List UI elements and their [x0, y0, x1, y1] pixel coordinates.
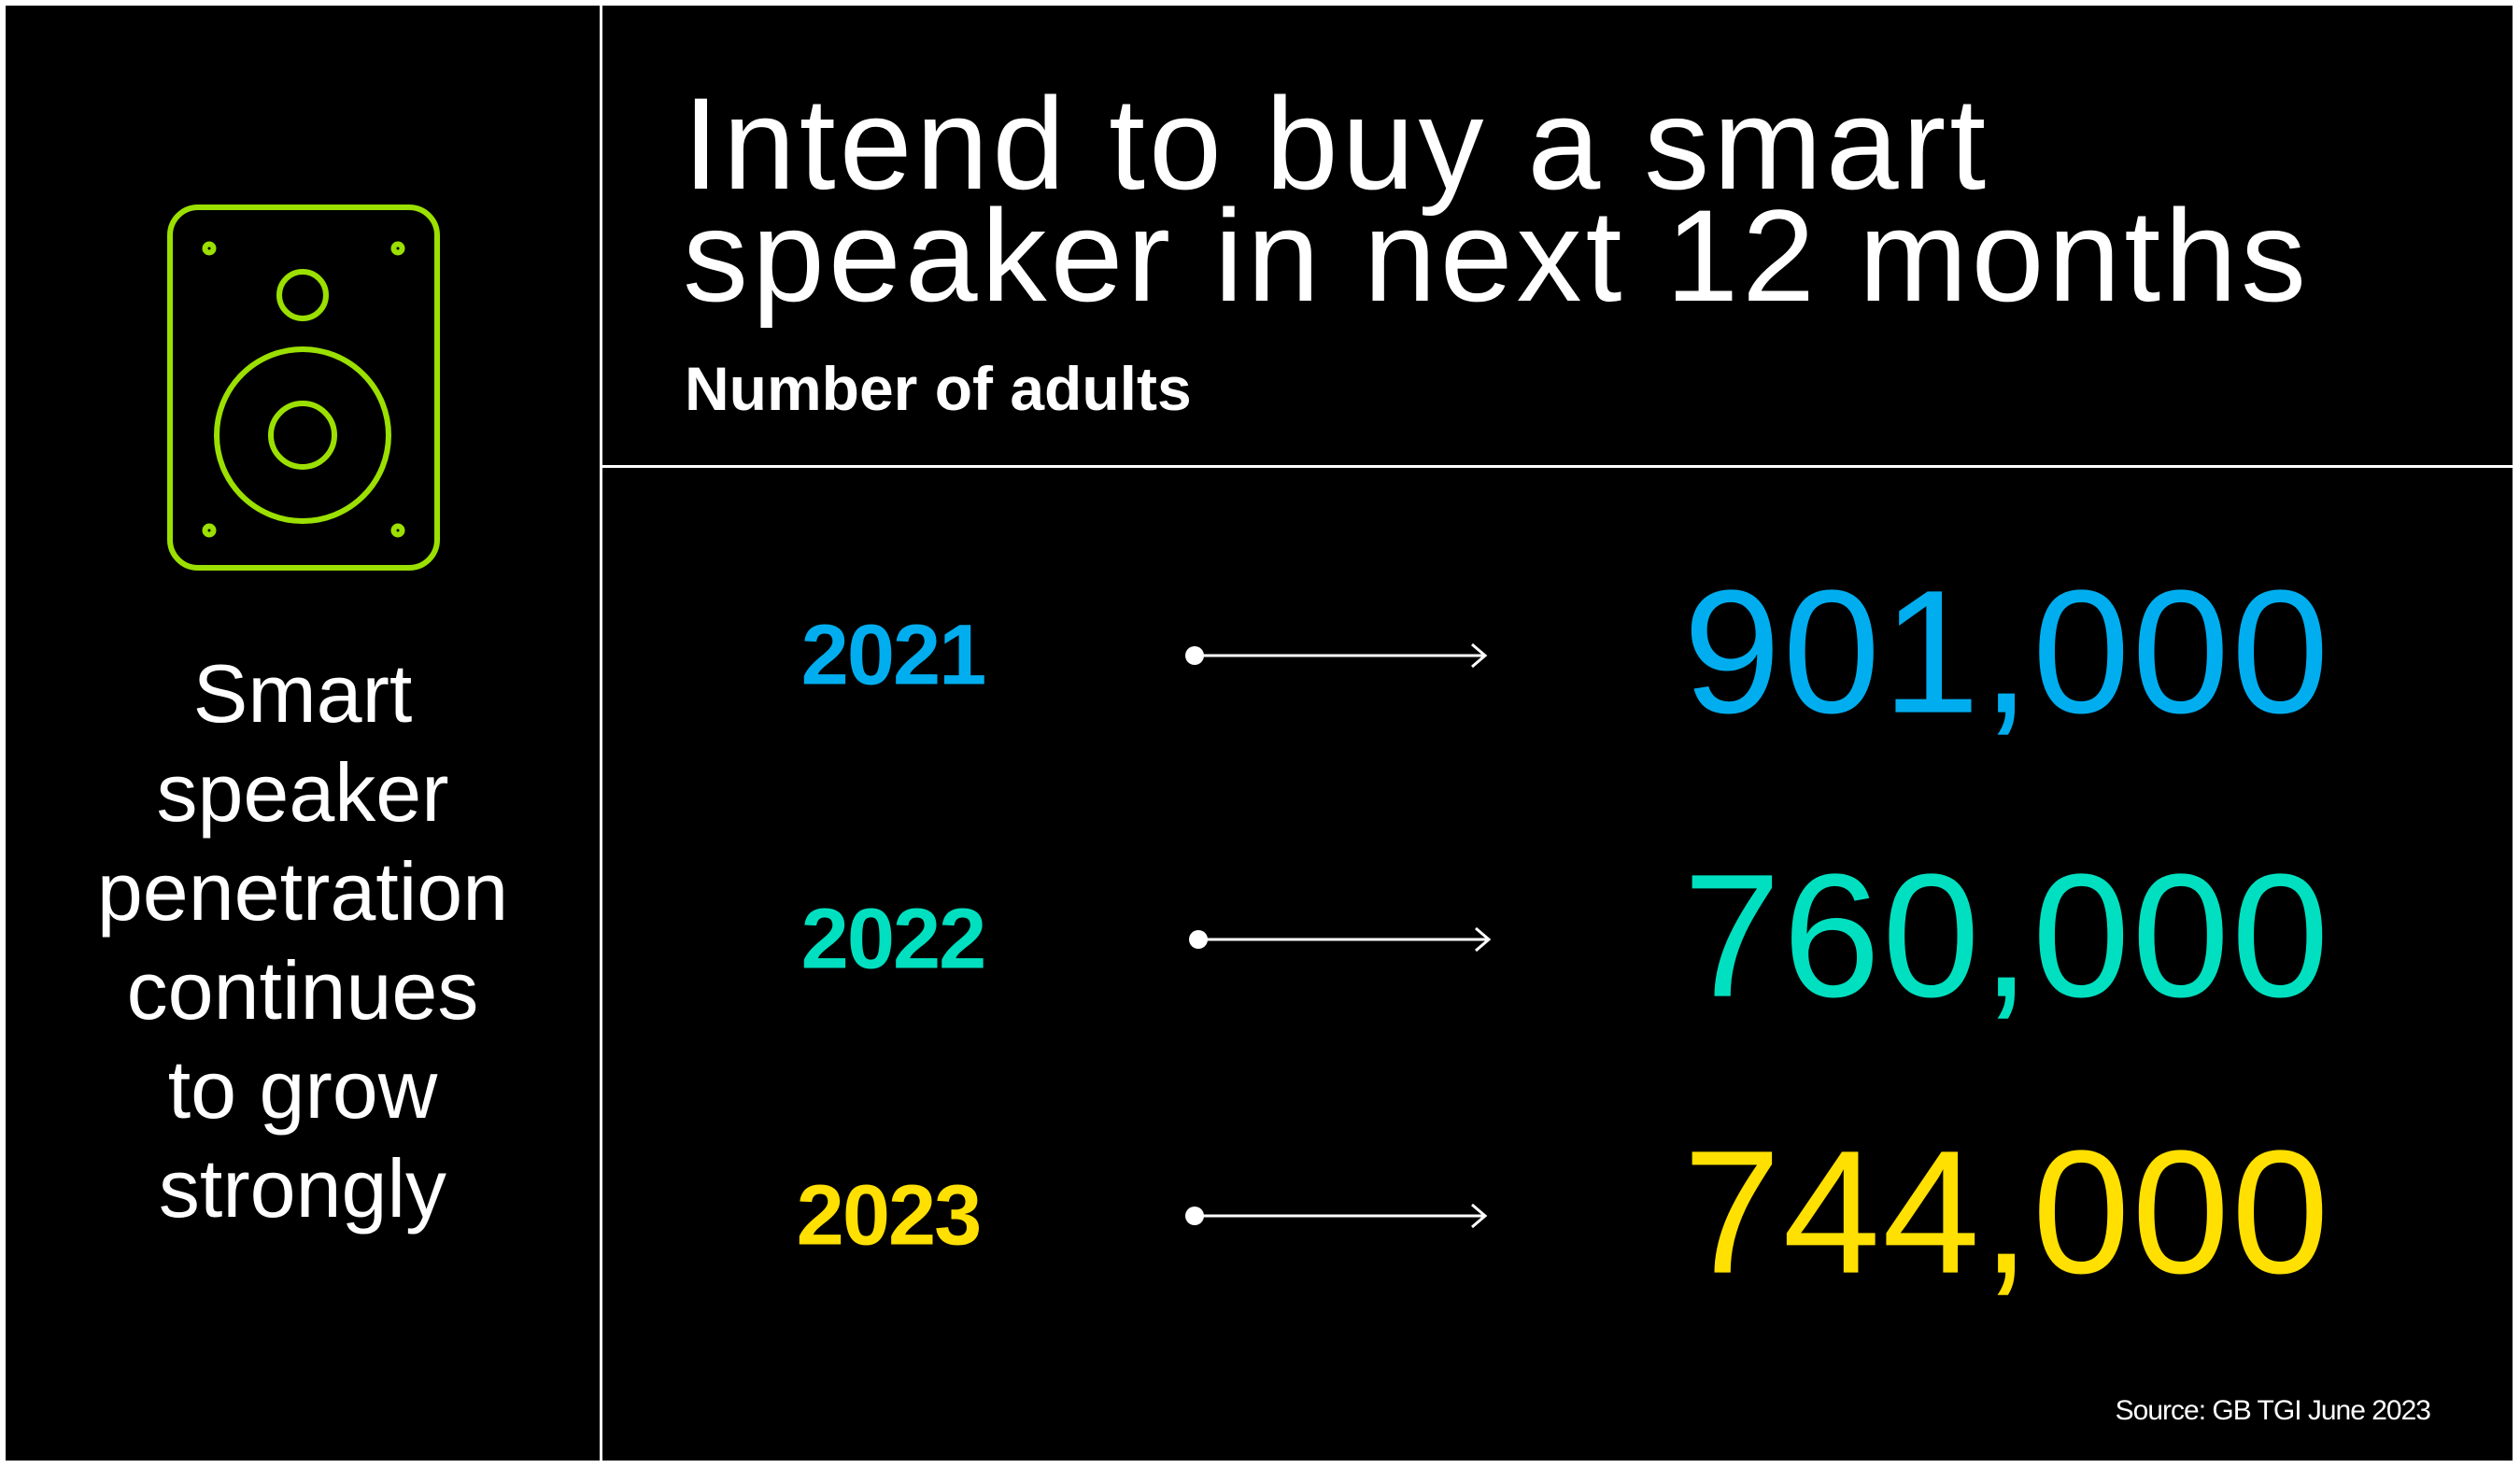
page-subtitle: Number of adults	[685, 354, 1192, 423]
vertical-divider	[600, 6, 602, 1461]
horizontal-divider	[600, 465, 2513, 468]
stat-value: 760,000	[1683, 837, 2331, 1034]
page-title: Intend to buy a smart speaker in next 12…	[683, 70, 2311, 329]
arrow-right-icon	[1185, 1203, 1488, 1229]
year-label: 2022	[800, 891, 987, 987]
stat-row-2022: 2022 760,000	[6, 838, 2513, 1034]
stat-row-2023: 2023 744,000	[6, 1114, 2513, 1310]
arrow-right-icon	[1189, 926, 1492, 953]
stat-value: 744,000	[1683, 1113, 2331, 1310]
source-note: Source: GB TGI June 2023	[2115, 1395, 2431, 1426]
headline-line: Smart	[192, 647, 413, 740]
title-line: Intend to buy a smart	[683, 70, 1990, 217]
stat-value: 901,000	[1683, 553, 2331, 750]
headline-line: penetration	[96, 845, 509, 938]
headline-statement: Smart speaker penetration continues to g…	[6, 644, 600, 1238]
year-label: 2023	[796, 1167, 983, 1263]
stat-row-2021: 2021 901,000	[6, 554, 2513, 750]
arrow-right-icon	[1185, 642, 1488, 669]
speaker-icon	[167, 205, 440, 571]
year-label: 2021	[800, 607, 987, 703]
headline-line: to grow	[167, 1043, 438, 1136]
headline-line: continues	[126, 944, 479, 1037]
headline-line: strongly	[158, 1142, 447, 1235]
infographic-panel: Smart speaker penetration continues to g…	[6, 6, 2513, 1461]
title-line: speaker in next 12 months	[683, 182, 2311, 329]
headline-line: speaker	[156, 746, 449, 839]
